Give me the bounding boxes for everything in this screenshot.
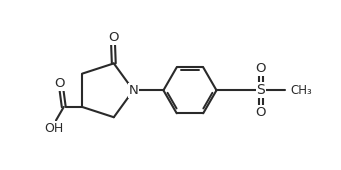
Text: O: O bbox=[255, 62, 266, 75]
Text: S: S bbox=[256, 83, 265, 97]
Text: CH₃: CH₃ bbox=[290, 84, 312, 97]
Text: N: N bbox=[129, 84, 138, 97]
Text: O: O bbox=[108, 31, 118, 44]
Text: OH: OH bbox=[45, 122, 64, 135]
Text: O: O bbox=[255, 106, 266, 119]
Text: O: O bbox=[55, 78, 65, 90]
